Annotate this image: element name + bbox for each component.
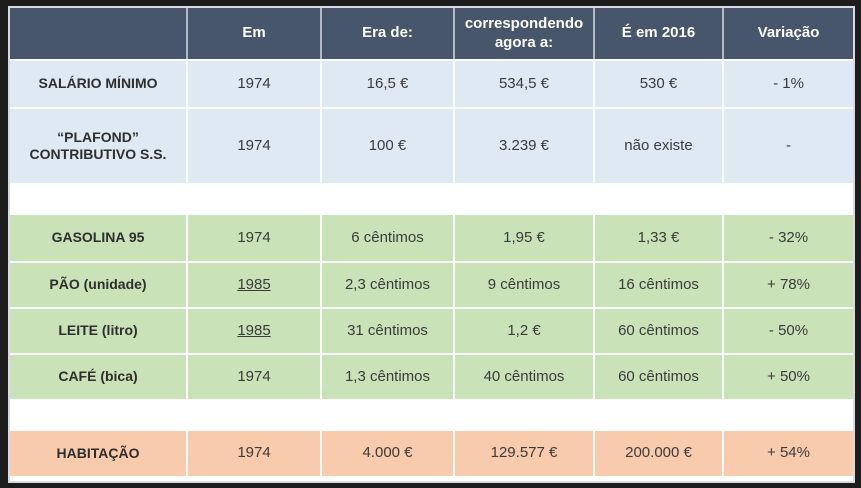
cell-em2016: não existe: [593, 109, 722, 183]
cell-agora: 534,5 €: [453, 61, 593, 107]
cell-em: 1974: [186, 61, 320, 107]
table-row-salario-minimo: SALÁRIO MÍNIMO 1974 16,5 € 534,5 € 530 €…: [10, 61, 853, 107]
cell-variacao: + 54%: [722, 431, 853, 476]
row-label: LEITE (litro): [58, 322, 138, 339]
cell-era: 100 €: [320, 109, 453, 183]
header-cell-empty: [10, 8, 186, 59]
header-cell-e-em-2016: É em 2016: [593, 8, 722, 59]
cell-em: 1985: [186, 263, 320, 307]
section-gap: [10, 399, 853, 431]
cell-em2016: 60 cêntimos: [593, 355, 722, 399]
header-cell-era-de: Era de:: [320, 8, 453, 59]
header-cell-correspondendo: correspondendo agora a:: [453, 8, 593, 59]
cell-agora: 3.239 €: [453, 109, 593, 183]
row-label: HABITAÇÃO: [56, 444, 140, 461]
cell-era: 1,3 cêntimos: [320, 355, 453, 399]
cell-agora: 1,2 €: [453, 309, 593, 353]
cell-em2016: 200.000 €: [593, 431, 722, 476]
cell-em2016: 60 cêntimos: [593, 309, 722, 353]
cell-agora: 129.577 €: [453, 431, 593, 476]
cell-em: 1974: [186, 215, 320, 261]
cell-variacao: -: [722, 109, 853, 183]
table-row-gasolina: GASOLINA 95 1974 6 cêntimos 1,95 € 1,33 …: [10, 215, 853, 261]
comparison-table: Em Era de: correspondendo agora a: É em …: [8, 6, 855, 483]
table-row-leite: LEITE (litro) 1985 31 cêntimos 1,2 € 60 …: [10, 307, 853, 353]
cell-em2016: 16 cêntimos: [593, 263, 722, 307]
cell-variacao: - 32%: [722, 215, 853, 261]
section-goods: GASOLINA 95 1974 6 cêntimos 1,95 € 1,33 …: [10, 215, 853, 399]
cell-variacao: + 50%: [722, 355, 853, 399]
cell-variacao: + 78%: [722, 263, 853, 307]
cell-em2016: 1,33 €: [593, 215, 722, 261]
header-cell-variacao: Variação: [722, 8, 853, 59]
header-cell-em: Em: [186, 8, 320, 59]
row-label: PÃO (unidade): [49, 276, 147, 293]
section-salaries: SALÁRIO MÍNIMO 1974 16,5 € 534,5 € 530 €…: [10, 59, 853, 183]
cell-era: 31 cêntimos: [320, 309, 453, 353]
cell-agora: 40 cêntimos: [453, 355, 593, 399]
cell-variacao: - 1%: [722, 61, 853, 107]
cell-em: 1974: [186, 355, 320, 399]
cell-em2016: 530 €: [593, 61, 722, 107]
section-housing: HABITAÇÃO 1974 4.000 € 129.577 € 200.000…: [10, 431, 853, 476]
row-label: CAFÉ (bica): [58, 368, 138, 385]
cell-variacao: - 50%: [722, 309, 853, 353]
table-row-plafond: “PLAFOND” CONTRIBUTIVO S.S. 1974 100 € 3…: [10, 107, 853, 183]
bottom-strip: [10, 476, 853, 481]
table-header-row: Em Era de: correspondendo agora a: É em …: [10, 8, 853, 59]
cell-agora: 9 cêntimos: [453, 263, 593, 307]
row-label: GASOLINA 95: [51, 229, 145, 246]
cell-era: 16,5 €: [320, 61, 453, 107]
cell-era: 6 cêntimos: [320, 215, 453, 261]
table-row-pao: PÃO (unidade) 1985 2,3 cêntimos 9 cêntim…: [10, 261, 853, 307]
table-row-habitacao: HABITAÇÃO 1974 4.000 € 129.577 € 200.000…: [10, 431, 853, 476]
section-gap: [10, 183, 853, 215]
table-row-cafe: CAFÉ (bica) 1974 1,3 cêntimos 40 cêntimo…: [10, 353, 853, 399]
cell-em: 1974: [186, 109, 320, 183]
cell-agora: 1,95 €: [453, 215, 593, 261]
row-label: SALÁRIO MÍNIMO: [38, 75, 158, 92]
cell-era: 4.000 €: [320, 431, 453, 476]
cell-em: 1985: [186, 309, 320, 353]
cell-era: 2,3 cêntimos: [320, 263, 453, 307]
cell-em: 1974: [186, 431, 320, 476]
row-label: “PLAFOND” CONTRIBUTIVO S.S.: [29, 128, 167, 163]
